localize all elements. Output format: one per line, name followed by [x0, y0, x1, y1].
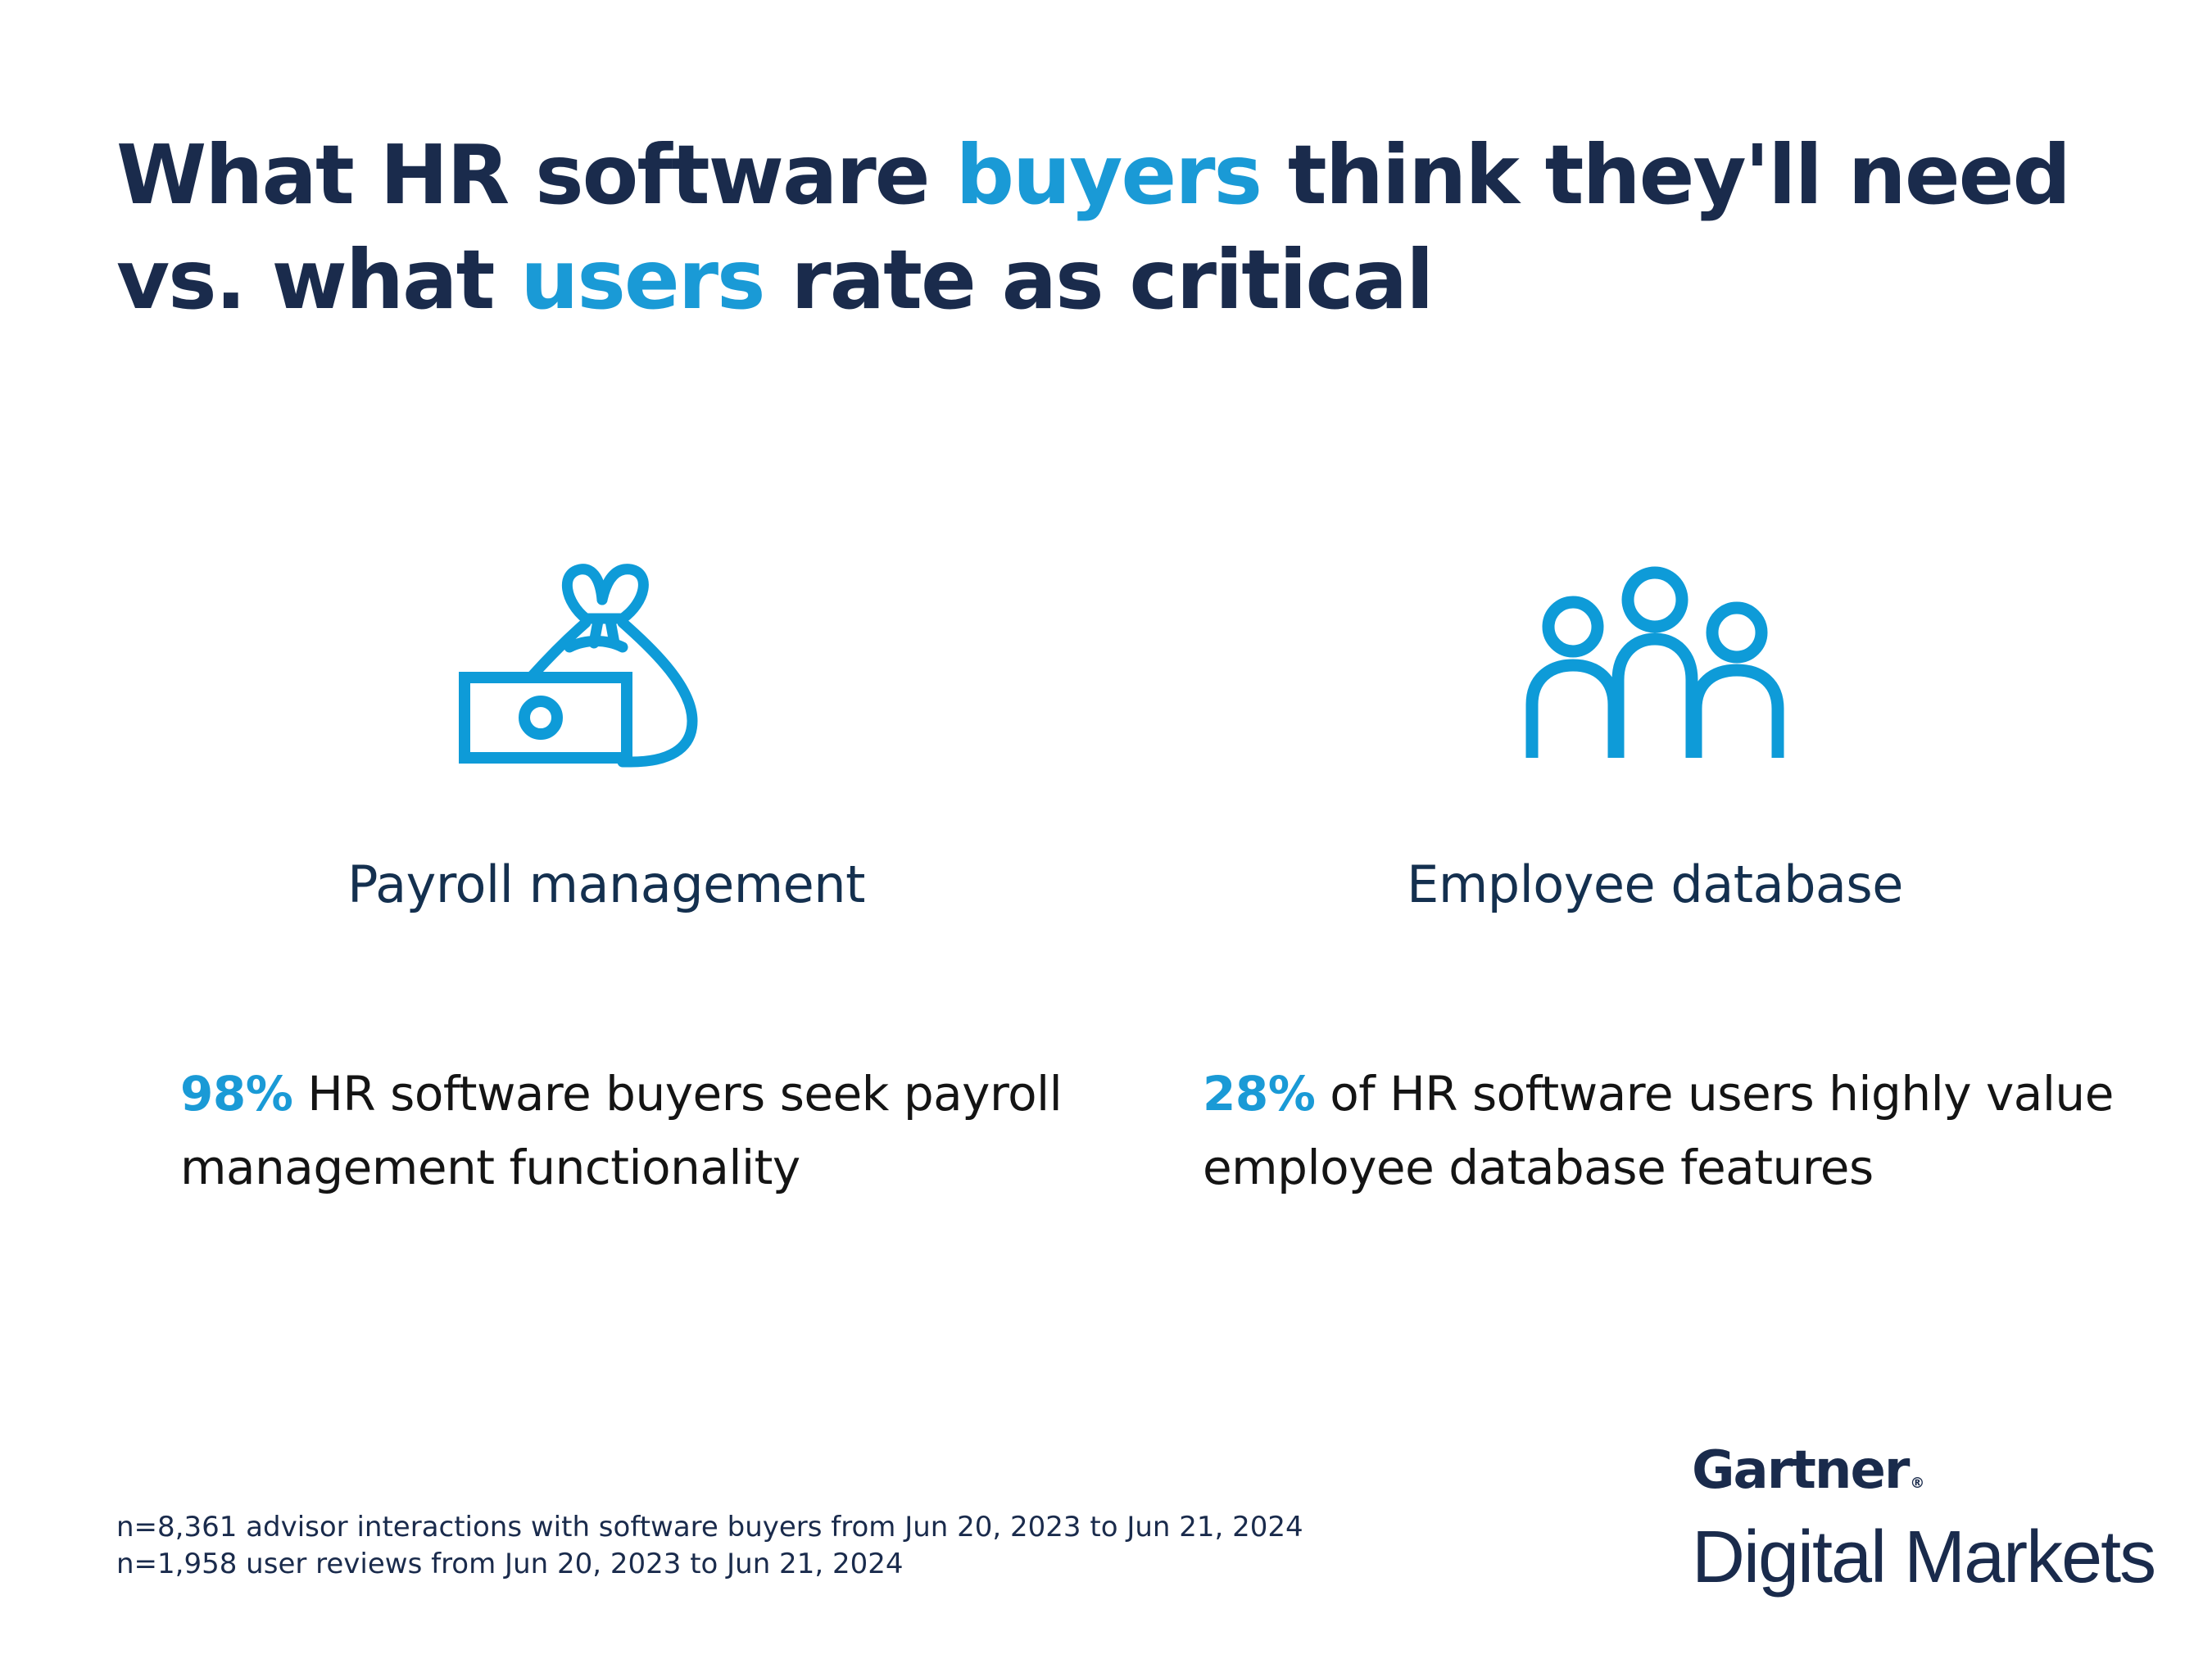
- logo-product: Digital Markets: [1692, 1516, 2156, 1598]
- title-part-3: rate as critical: [764, 232, 1434, 328]
- title-accent-buyers: buyers: [955, 127, 1262, 223]
- stat-employee-database-value: 28%: [1203, 1066, 1316, 1122]
- stat-payroll: 98% HR software buyers seek payroll mana…: [180, 1057, 1065, 1204]
- footnote-buyers: n=8,361 advisor interactions with softwa…: [116, 1511, 1303, 1543]
- people-group-icon: [1525, 566, 1784, 758]
- title-accent-users: users: [520, 232, 765, 328]
- title-part-1: What HR software: [116, 127, 956, 223]
- feature-title-employee-database: Employee database: [1407, 854, 1903, 914]
- money-bag-icon: [459, 564, 698, 768]
- title-part-2: think they'll need vs. what: [116, 127, 2071, 328]
- logo-brand-text: Gartner: [1692, 1440, 1910, 1501]
- stat-payroll-value: 98%: [180, 1066, 293, 1122]
- footnote-users: n=1,958 user reviews from Jun 20, 2023 t…: [116, 1548, 904, 1580]
- stat-employee-database: 28% of HR software users highly value em…: [1203, 1057, 2145, 1204]
- page-title: What HR software buyers think they'll ne…: [116, 123, 2124, 333]
- stat-employee-database-text: of HR software users highly value employ…: [1203, 1066, 2114, 1195]
- stat-payroll-text: HR software buyers seek payroll manageme…: [180, 1066, 1063, 1195]
- logo-registered-mark: ®: [1910, 1475, 1924, 1492]
- feature-title-payroll: Payroll management: [347, 854, 865, 914]
- logo-brand: Gartner ®: [1692, 1438, 2151, 1516]
- gartner-digital-markets-logo: Gartner ® Digital Markets: [1692, 1438, 2156, 1598]
- footnotes: n=8,361 advisor interactions with softwa…: [116, 1509, 1303, 1583]
